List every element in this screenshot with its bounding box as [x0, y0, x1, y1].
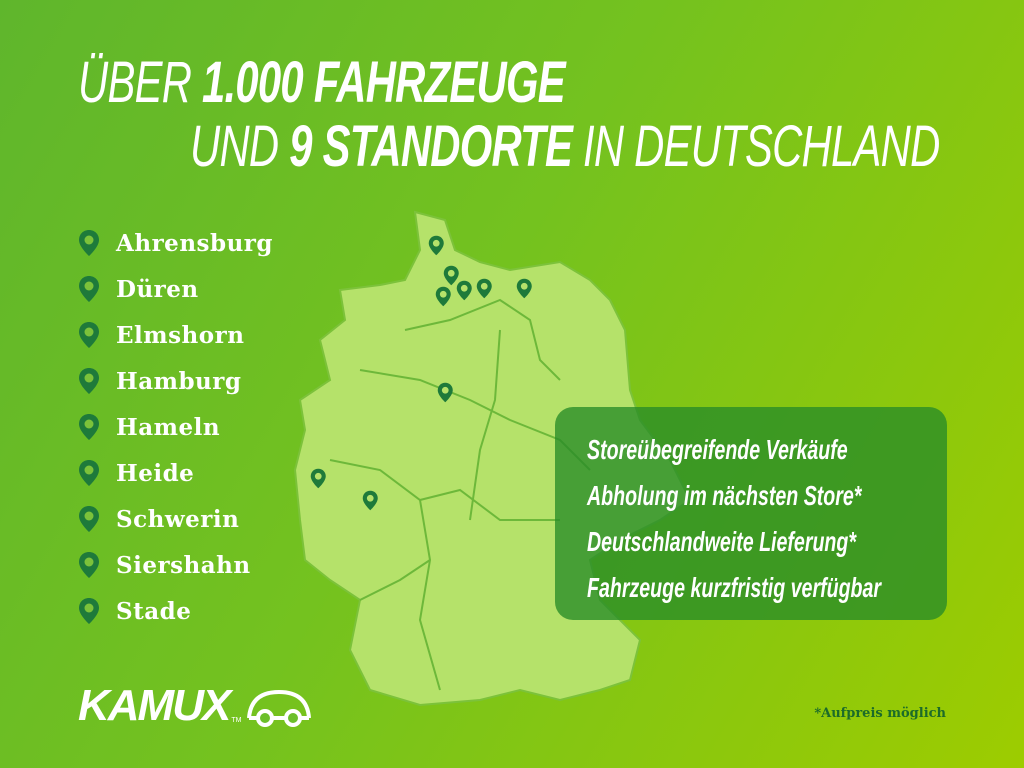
state-borders: [329, 298, 591, 691]
location-item: Siershahn: [78, 542, 273, 588]
location-item: Schwerin: [78, 496, 273, 542]
location-item: Stade: [78, 588, 273, 634]
feature-item: Deutschlandweite Lieferung*: [573, 519, 947, 565]
location-name: Elmshorn: [116, 321, 245, 349]
location-name: Heide: [116, 459, 195, 487]
headline-text: 9 STANDORTE: [289, 114, 573, 179]
headline-text: ÜBER: [78, 50, 203, 115]
map-pin-icon: [428, 235, 444, 256]
map-pin-icon: [79, 460, 99, 486]
headline-text: UND: [190, 114, 290, 179]
headline-text: IN DEUTSCHLAND: [572, 114, 940, 179]
location-name: Düren: [116, 275, 199, 303]
location-name: Stade: [116, 597, 192, 625]
headline-text: 1.000 FAHRZEUGE: [202, 50, 566, 115]
map-pin-icon: [443, 265, 459, 286]
feature-text: Abholung im nächsten Store*: [587, 480, 862, 511]
map-pin-icon: [362, 490, 378, 511]
map-pin-icon: [79, 506, 99, 532]
map-pin-icon: [437, 382, 453, 403]
car-icon: [247, 689, 312, 727]
location-item: Hameln: [78, 404, 273, 450]
map-pin-icon: [456, 280, 472, 301]
map-pin-icon: [79, 230, 99, 256]
location-item: Ahrensburg: [78, 220, 273, 266]
feature-item: Fahrzeuge kurzfristig verfügbar: [573, 565, 947, 611]
logo-tm: TM: [231, 717, 242, 724]
map-pin-icon: [79, 552, 99, 578]
feature-text: Storeübegreifende Verkäufe: [587, 434, 848, 465]
map-pin-icon: [516, 278, 532, 299]
map-pin-icon: [310, 468, 326, 489]
location-item: Hamburg: [78, 358, 273, 404]
headline-line-1: ÜBER 1.000 FAHRZEUGE: [78, 54, 566, 112]
map-pin-icon: [435, 286, 451, 307]
location-item: Elmshorn: [78, 312, 273, 358]
headline-line-2: UND 9 STANDORTE IN DEUTSCHLAND: [190, 118, 940, 176]
location-name: Siershahn: [116, 551, 251, 579]
feature-item: Storeübegreifende Verkäufe: [573, 427, 947, 473]
location-item: Düren: [78, 266, 273, 312]
logo-text: KAMUX: [78, 681, 231, 730]
location-name: Ahrensburg: [116, 229, 273, 257]
location-name: Hamburg: [116, 367, 242, 395]
features-box: Storeübegreifende Verkäufe Abholung im nä…: [555, 407, 947, 620]
map-pin-icon: [79, 598, 99, 624]
map-pin-icon: [79, 368, 99, 394]
map-pin-icon: [79, 322, 99, 348]
feature-item: Abholung im nächsten Store*: [573, 473, 947, 519]
feature-text: Fahrzeuge kurzfristig verfügbar: [587, 572, 882, 603]
map-pin-icon: [79, 414, 99, 440]
feature-text: Deutschlandweite Lieferung*: [587, 526, 857, 557]
kamux-logo: KAMUX TM: [78, 684, 313, 728]
location-list: Ahrensburg Düren Elmshorn Hamburg Hameln Heid…: [78, 220, 273, 634]
location-name: Hameln: [116, 413, 221, 441]
location-name: Schwerin: [116, 505, 240, 533]
map-pin-icon: [476, 278, 492, 299]
footnote: *Aufpreis möglich: [814, 706, 946, 721]
map-pin-icon: [79, 276, 99, 302]
location-item: Heide: [78, 450, 273, 496]
